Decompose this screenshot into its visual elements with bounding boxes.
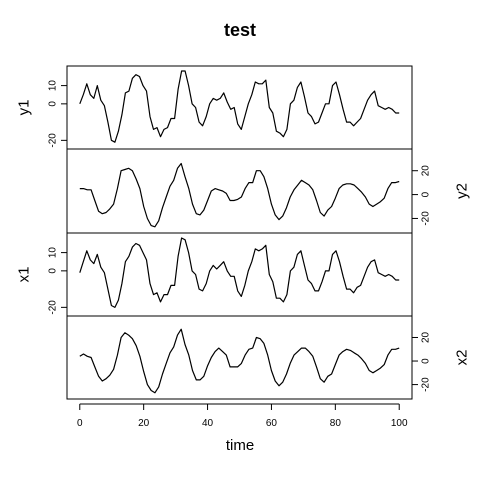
y-tick-label-y2: 0	[421, 191, 432, 197]
panel-label-y1: y1	[16, 100, 33, 116]
x-axis-title: time	[226, 437, 254, 454]
panel-y1: -20 0 10 y1	[16, 65, 413, 150]
y-tick-label-x2: -20	[421, 377, 432, 392]
panel-label-x2: x2	[454, 350, 471, 366]
panel-label-y2: y2	[454, 183, 471, 199]
x-tick-label: 100	[391, 418, 408, 429]
y-tick-label-y2: -20	[421, 211, 432, 226]
y-tick-label-y1: 0	[48, 101, 59, 107]
panel-label-x1: x1	[16, 267, 33, 283]
x-tick-label: 20	[138, 418, 150, 429]
series-line-x2	[79, 328, 400, 394]
y-tick-label-y2: 20	[421, 165, 432, 177]
y-tick-label-x1: 10	[48, 247, 59, 259]
y-tick-label-x1: 0	[48, 268, 59, 274]
panel-frame	[66, 232, 413, 317]
x-tick-label: 60	[266, 418, 278, 429]
x-tick-label: 0	[77, 418, 83, 429]
y-tick-label-x2: 20	[421, 331, 432, 343]
y-tick-label-y1: -20	[48, 133, 59, 148]
panel-x1: -20 0 10 x1	[16, 232, 413, 317]
series-line-y2	[79, 162, 400, 228]
y-tick-label-y1: 10	[48, 80, 59, 92]
series-line-x1	[79, 237, 400, 308]
chart-panels: -20 0 10 y1 -20 0 20 y2 -20 0 10 x1 -20 0 20 x2	[16, 65, 471, 400]
y-tick-label-x1: -20	[48, 300, 59, 315]
panel-y2: -20 0 20 y2	[66, 148, 471, 234]
panel-frame	[66, 65, 413, 150]
chart-title: test	[224, 20, 256, 40]
y-tick-label-x2: 0	[421, 358, 432, 364]
x-tick-label: 80	[330, 418, 342, 429]
panel-x2: -20 0 20 x2	[66, 315, 471, 400]
x-tick-label: 40	[202, 418, 214, 429]
series-line-y1	[79, 70, 400, 143]
x-axis: 0 20 40 60 80 100	[77, 403, 408, 429]
